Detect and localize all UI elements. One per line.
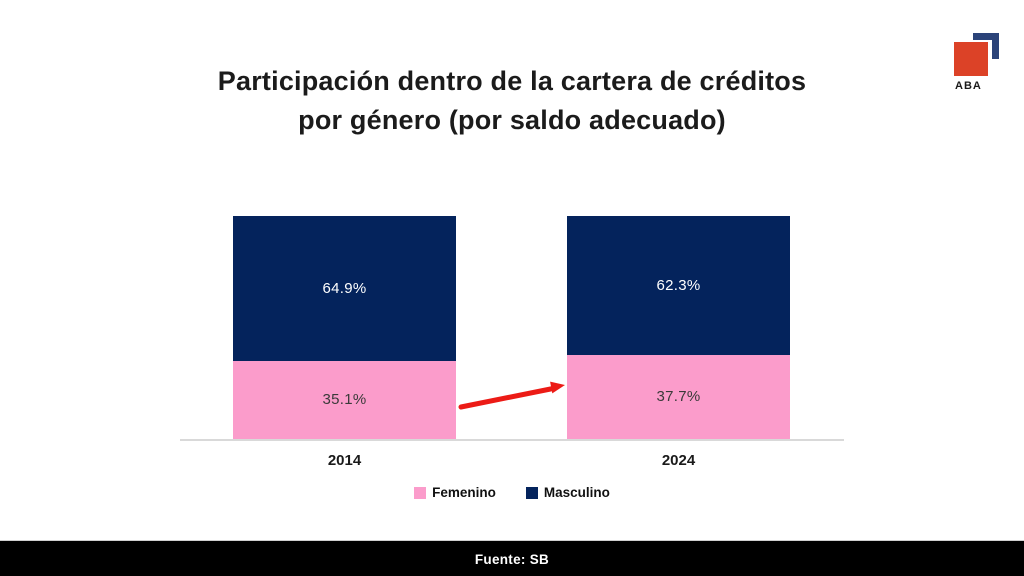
legend-item-masculino: Masculino bbox=[525, 485, 610, 500]
bar-2024-femenino-value: 37.7% bbox=[656, 388, 701, 406]
bar-2024-masculino-segment: 62.3% bbox=[567, 216, 790, 355]
legend-label-femenino: Femenino bbox=[432, 485, 496, 500]
bar-2024-masculino-value: 62.3% bbox=[656, 276, 701, 294]
source-text: Fuente: SB bbox=[474, 551, 550, 567]
footer-bar: Fuente: SB bbox=[0, 540, 1024, 576]
logo-corner-shape bbox=[973, 33, 999, 59]
bar-2014-masculino-value: 64.9% bbox=[322, 279, 367, 297]
legend-label-masculino: Masculino bbox=[543, 485, 610, 500]
trend-arrow-shaft bbox=[458, 386, 556, 410]
masculino-swatch-icon bbox=[525, 486, 538, 499]
chart-title-line1: Participación dentro de la cartera de cr… bbox=[217, 66, 807, 96]
bar-2024-femenino-segment: 37.7% bbox=[567, 354, 790, 439]
chart-title-line2: por género (por saldo adecuado) bbox=[298, 105, 726, 135]
x-axis-line bbox=[180, 439, 844, 441]
legend-item-femenino: Femenino bbox=[414, 485, 496, 500]
aba-logo: ABA bbox=[954, 33, 1000, 95]
chart-legend: Femenino Masculino bbox=[0, 485, 1024, 500]
bar-2014-femenino-value: 35.1% bbox=[322, 391, 367, 409]
x-axis-label-2024: 2024 bbox=[661, 452, 696, 469]
bar-2014: 64.9% 35.1% bbox=[233, 216, 456, 439]
logo-text: ABA bbox=[955, 80, 982, 92]
femenino-swatch-icon bbox=[414, 486, 427, 499]
bar-2024: 62.3% 37.7% bbox=[567, 216, 790, 439]
trend-arrow-head bbox=[550, 381, 565, 394]
logo-square-shape bbox=[954, 42, 988, 76]
x-axis-label-2014: 2014 bbox=[327, 452, 362, 469]
chart-title: Participación dentro de la cartera de cr… bbox=[162, 62, 862, 140]
bar-2014-femenino-segment: 35.1% bbox=[233, 360, 456, 439]
bar-2014-masculino-segment: 64.9% bbox=[233, 216, 456, 361]
trend-arrow-icon bbox=[458, 381, 565, 410]
